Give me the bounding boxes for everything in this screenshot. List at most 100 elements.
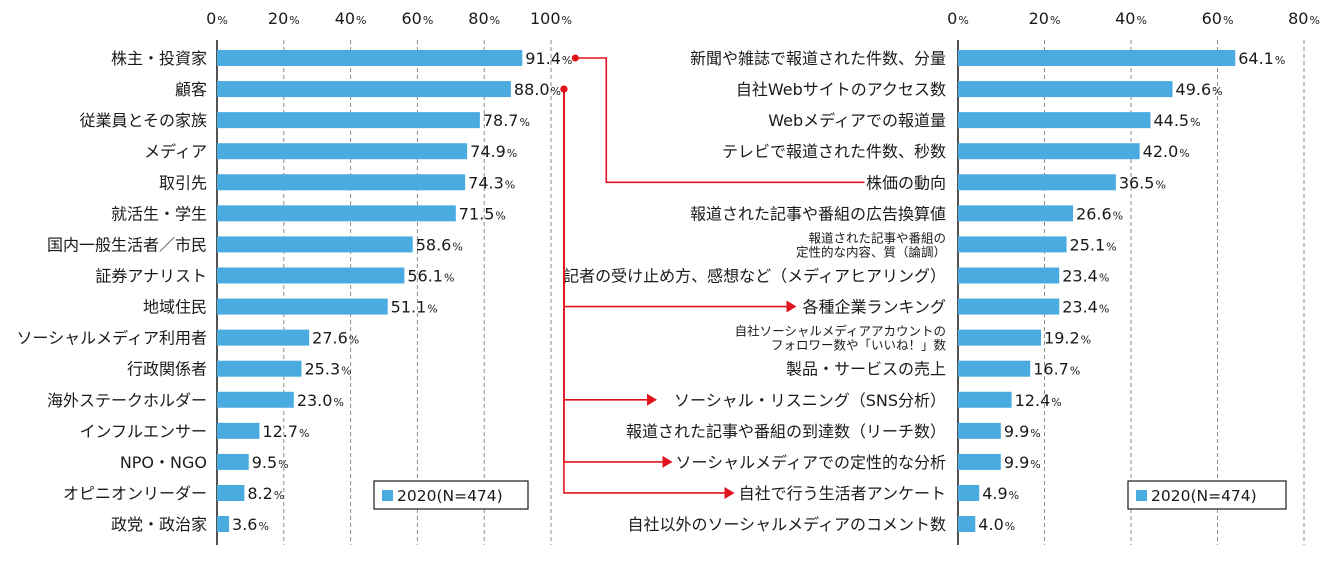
chart0-value-label: 9.5%: [252, 453, 289, 472]
chart0-bar: [217, 298, 388, 315]
chart1-value-label: 64.1%: [1238, 49, 1285, 68]
chart1-value-label: 25.1%: [1070, 235, 1117, 254]
chart0-legend-swatch: [382, 490, 393, 501]
chart0-value-label: 91.4%: [525, 49, 572, 68]
chart0-category-label: 海外ステークホルダー: [47, 391, 207, 410]
chart0-category-label: ソーシャルメディア利用者: [16, 329, 207, 348]
chart0-tick-label: 100%: [530, 9, 572, 28]
chart1-bar: [958, 391, 1012, 408]
chart1-category-label: 自社以外のソーシャルメディアのコメント数: [627, 515, 946, 534]
chart1-tick-label: 20%: [1029, 9, 1061, 28]
chart0-category-label: 政党・政治家: [111, 515, 207, 534]
chart1-bar: [958, 81, 1173, 98]
connector-arrowhead: [724, 486, 735, 499]
chart1-category-label: 自社で行う生活者アンケート: [739, 484, 946, 503]
chart0-value-label: 25.3%: [305, 360, 352, 379]
chart0-category-label: 従業員とその家族: [79, 111, 207, 130]
chart1-value-label: 9.9%: [1004, 422, 1041, 441]
chart0-category-label: 国内一般生活者／市民: [47, 235, 207, 254]
chart1-bar: [958, 484, 980, 501]
chart0-value-label: 74.3%: [468, 173, 515, 192]
chart1-category-label: 株価の動向: [866, 173, 946, 192]
chart1-category-label: ソーシャル・リスニング（SNS分析）: [674, 391, 946, 410]
chart1-legend-swatch: [1136, 490, 1147, 501]
chart0-bar: [217, 112, 480, 129]
connector-line: [563, 89, 727, 494]
chart0-category-label: 証券アナリスト: [95, 266, 207, 285]
chart0-tick-label: 0%: [206, 9, 228, 28]
chart0-value-label: 74.9%: [470, 142, 517, 161]
chart0-tick-label: 80%: [468, 9, 500, 28]
chart1-category-label: 各種企業ランキング: [802, 298, 946, 317]
chart1-category-label: テレビで報道された件数、秒数: [722, 142, 946, 161]
chart1-bar: [958, 205, 1074, 222]
chart1-value-label: 4.0%: [978, 515, 1015, 534]
chart1-value-label: 26.6%: [1076, 204, 1123, 223]
chart0-bar: [217, 205, 456, 222]
chart1-value-label: 12.4%: [1015, 391, 1062, 410]
chart1-category-label: 自社ソーシャルメディアアカウントの: [735, 324, 946, 339]
connector-arrowhead: [662, 455, 673, 468]
chart0-category-label: オピニオンリーダー: [63, 484, 207, 503]
chart0-bar: [217, 391, 294, 408]
chart1-bar: [958, 174, 1116, 191]
chart1-value-label: 4.9%: [982, 484, 1019, 503]
chart1-legend-label: 2020(N=474): [1151, 487, 1257, 505]
chart1-bar: [958, 516, 976, 533]
chart1-value-label: 49.6%: [1176, 80, 1223, 99]
chart0-category-label: メディア: [144, 142, 207, 161]
chart1-bar: [958, 143, 1140, 160]
connector-arrowhead: [786, 300, 797, 313]
chart1-category-label: Webメディアでの報道量: [768, 111, 946, 130]
connector-line: [575, 57, 865, 184]
chart0-bar: [217, 50, 523, 66]
chart0-bar: [217, 81, 511, 98]
chart0-category-label: 株主・投資家: [111, 49, 207, 68]
chart0-bar: [217, 453, 249, 470]
chart0-value-label: 23.0%: [297, 391, 344, 410]
chart0-bar: [217, 422, 260, 439]
chart1-bar: [958, 422, 1001, 439]
connector-arrowhead: [647, 393, 657, 406]
chart0-value-label: 12.7%: [262, 422, 309, 441]
chart0-bar: [217, 143, 468, 160]
chart1-value-label: 19.2%: [1044, 329, 1091, 348]
chart1-category-label: 製品・サービスの売上: [786, 360, 946, 379]
chart1-category-label: ソーシャルメディアでの定性的な分析: [675, 453, 946, 472]
chart1-value-label: 23.4%: [1062, 298, 1109, 317]
chart1-bar: [958, 112, 1151, 129]
chart1-bar: [958, 453, 1001, 470]
chart1-value-label: 9.9%: [1004, 453, 1041, 472]
chart1-bar: [958, 360, 1031, 377]
chart1-legend-box: [1127, 480, 1287, 510]
chart1-bar: [958, 329, 1042, 346]
chart0-category-label: 行政関係者: [127, 360, 207, 379]
chart1-value-label: 36.5%: [1119, 173, 1166, 192]
chart1-bar: [958, 236, 1067, 253]
chart1-category-label: フォロワー数や「いいね！」数: [771, 338, 947, 353]
chart0-legend-box: [373, 480, 529, 510]
chart0-tick-label: 20%: [268, 9, 300, 28]
chart1-value-label: 23.4%: [1062, 266, 1109, 285]
chart0-value-label: 27.6%: [312, 329, 359, 348]
chart0-bar: [217, 174, 466, 191]
chart1-category-label: 定性的な内容、質（論調）: [796, 244, 946, 259]
chart1-bar: [958, 298, 1060, 315]
chart0-bar: [217, 236, 413, 253]
chart0-category-label: インフルエンサー: [79, 422, 207, 441]
chart0-value-label: 58.6%: [416, 235, 463, 254]
chart0-value-label: 8.2%: [247, 484, 284, 503]
chart0-category-label: 取引先: [159, 173, 207, 192]
chart1-bar: [958, 50, 1236, 66]
chart1-category-label: 記者の受け止め方、感想など（メディアヒアリング）: [563, 266, 946, 285]
chart1-tick-label: 60%: [1202, 9, 1234, 28]
chart0-category-label: NPO・NGO: [120, 453, 207, 472]
chart0-tick-label: 40%: [335, 9, 367, 28]
chart1-tick-label: 0%: [947, 9, 969, 28]
chart0-legend-label: 2020(N=474): [397, 487, 503, 505]
chart1-bar: [958, 267, 1060, 284]
chart0-bar: [217, 267, 405, 284]
chart1-tick-label: 40%: [1115, 9, 1147, 28]
